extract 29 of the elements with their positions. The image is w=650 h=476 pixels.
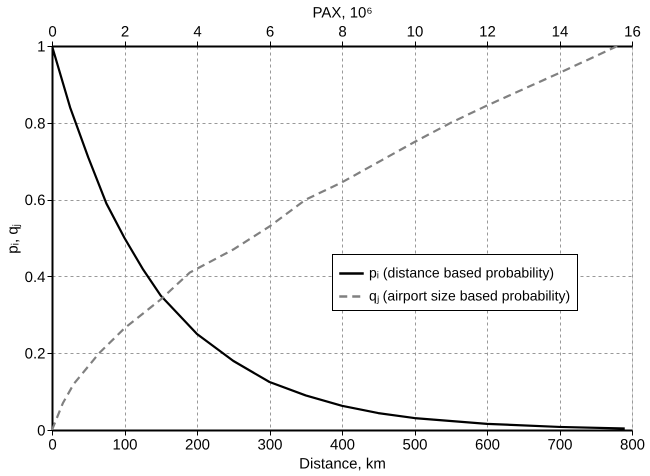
y-tick-label: 1 xyxy=(37,38,46,56)
y-axis-title: pᵢ, qⱼ xyxy=(4,223,22,254)
x2-axis-title: PAX, 10⁶ xyxy=(312,4,373,22)
y-tick-label: 0.2 xyxy=(24,346,46,363)
x-tick-label: 400 xyxy=(330,436,356,454)
x2-tick-label: 12 xyxy=(479,24,496,40)
x-tick-label: 600 xyxy=(474,436,500,454)
x2-tick-label: 6 xyxy=(266,24,274,40)
legend-label: qⱼ (airport size based probability) xyxy=(369,288,570,304)
y-tick-label: 0.8 xyxy=(24,115,46,132)
x-tick-label: 200 xyxy=(184,436,210,454)
x-tick-label: 500 xyxy=(402,436,428,454)
legend-label: pᵢ (distance based probability) xyxy=(369,264,554,280)
x-tick-label: 300 xyxy=(257,436,283,454)
x-tick-label: 100 xyxy=(112,436,138,454)
x-axis-title: Distance, km xyxy=(299,456,386,472)
y-tick-label: 0.4 xyxy=(24,268,46,286)
x-tick-label: 0 xyxy=(48,436,57,454)
x2-tick-label: 16 xyxy=(624,24,641,40)
x2-tick-label: 0 xyxy=(48,24,57,40)
x-tick-label: 700 xyxy=(547,436,573,454)
x2-tick-label: 10 xyxy=(406,24,424,40)
x2-tick-label: 8 xyxy=(338,24,347,40)
y-tick-label: 0.6 xyxy=(24,192,46,210)
x2-tick-label: 2 xyxy=(120,24,130,40)
x2-tick-label: 4 xyxy=(193,24,202,40)
y-tick-label: 0 xyxy=(37,422,46,440)
x2-tick-label: 14 xyxy=(552,24,568,40)
x-tick-label: 800 xyxy=(620,436,646,454)
